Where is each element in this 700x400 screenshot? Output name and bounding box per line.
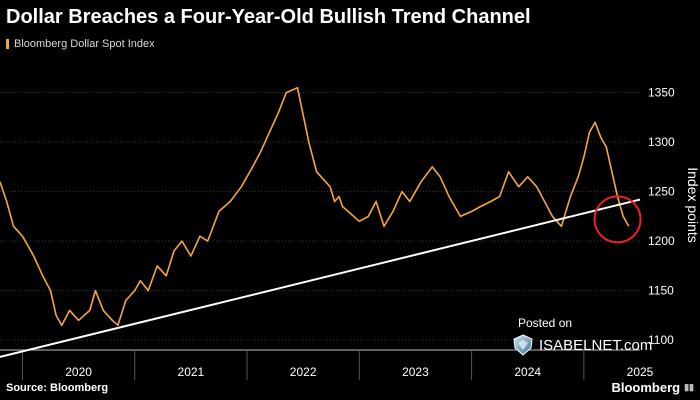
- chart-title: Dollar Breaches a Four-Year-Old Bullish …: [6, 6, 531, 28]
- legend-label: Bloomberg Dollar Spot Index: [14, 38, 155, 50]
- series-line-dollar-index: [0, 86, 630, 327]
- x-tick-label: 2021: [178, 365, 205, 379]
- watermark: Posted on ISABELNET.com: [512, 316, 652, 356]
- legend-swatch: [6, 39, 9, 49]
- chart-legend: Bloomberg Dollar Spot Index: [6, 38, 155, 50]
- isabelnet-logo-icon: [513, 334, 533, 356]
- trend-channel-line: [0, 198, 641, 358]
- y-axis-label: Index points: [685, 167, 700, 243]
- watermark-posted-text: Posted on: [518, 316, 573, 330]
- y-tick-label: 1150: [648, 284, 674, 298]
- brand-label: Bloomberg: [611, 380, 681, 395]
- x-tick-label: 2022: [290, 365, 317, 379]
- x-tick-label: 2025: [627, 365, 654, 379]
- breach-circle-annotation: [593, 195, 642, 244]
- y-tick-label: 1350: [648, 86, 675, 100]
- x-tick-label: 2023: [402, 365, 429, 379]
- watermark-site-text: ISABELNET.com: [539, 336, 653, 354]
- bloomberg-chart-icon: ▮▮: [684, 382, 694, 392]
- y-tick-label: 1100: [648, 333, 674, 347]
- y-tick-label: 1200: [648, 234, 675, 248]
- y-tick-label: 1300: [648, 135, 675, 149]
- y-tick-label: 1250: [648, 185, 675, 199]
- source-note: Source: Bloomberg: [6, 382, 109, 394]
- x-tick-label: 2024: [514, 365, 541, 379]
- x-tick-label: 2020: [65, 365, 92, 379]
- bloomberg-brand: Bloomberg ▮▮: [611, 380, 694, 395]
